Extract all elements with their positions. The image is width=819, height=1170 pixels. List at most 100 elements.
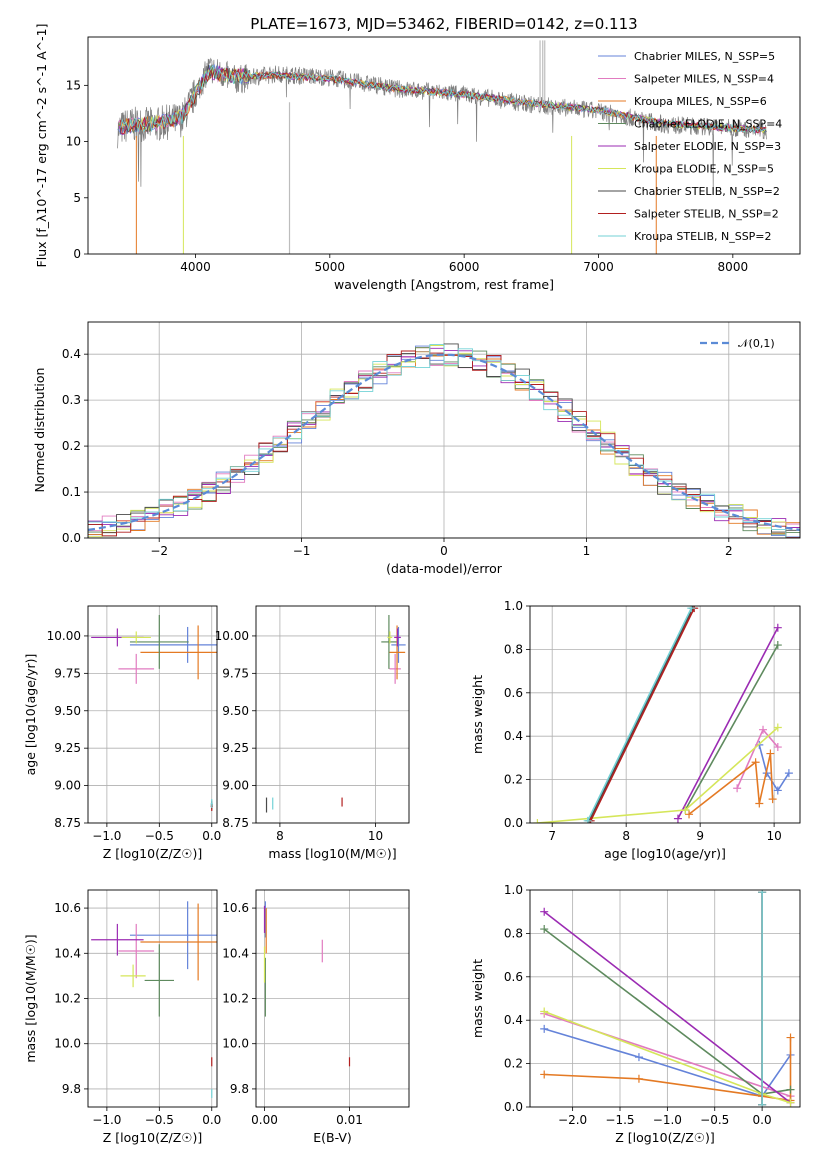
mass-weight-marker <box>685 810 694 819</box>
legend-label: Chabrier ELODIE, N_SSP=4 <box>634 118 782 131</box>
axes-frame <box>87 321 801 539</box>
mass-weight-line <box>588 607 694 822</box>
y-axis-label: Normed distribution <box>32 368 47 493</box>
mass-weight-marker <box>773 743 782 752</box>
mass-weight-marker <box>673 814 682 823</box>
axes-frame <box>529 889 801 1108</box>
mass-weight-marker <box>784 769 793 778</box>
mass-weight-marker <box>681 805 690 814</box>
y-tick-label: 9.8 <box>230 1082 249 1096</box>
mass-weight-line <box>684 644 779 811</box>
axes-frame <box>255 605 410 824</box>
y-axis-label: Flux [f_λ10^-17 erg cm^-2 s^-1 A^-1] <box>34 24 49 268</box>
spectrum-title: PLATE=1673, MJD=53462, FIBERID=0142, z=0… <box>250 15 637 33</box>
panel-2: −1.0 −0.5 0.0 8.75 9.00 9.25 9.50 9.75 10.00 Z [l… <box>23 605 221 861</box>
y-axis-label: mass weight <box>470 675 485 754</box>
plot-area <box>88 606 217 823</box>
x-tick-label: 7 <box>548 829 556 843</box>
y-tick-label: 8.75 <box>222 816 249 830</box>
legend-label: 𝒩(0,1) <box>738 337 775 350</box>
mass-weight-marker <box>751 758 760 767</box>
y-tick-label: 9.25 <box>54 741 81 755</box>
plot-area <box>88 890 217 1107</box>
x-tick-label: 8 <box>622 829 630 843</box>
y-tick-label: 1.0 <box>504 883 523 897</box>
mass-weight-marker <box>759 725 768 734</box>
plot-area <box>256 606 409 823</box>
y-tick-label: 0.2 <box>62 439 81 453</box>
legend-label: Chabrier STELIB, N_SSP=2 <box>634 185 780 198</box>
x-tick-label: 6000 <box>449 260 480 274</box>
plot-area <box>530 890 800 1107</box>
mass-weight-marker <box>773 641 782 650</box>
x-tick-label: 1 <box>583 544 591 558</box>
y-tick-label: 0.4 <box>504 1013 523 1027</box>
y-tick-label: 0.0 <box>504 816 523 830</box>
x-tick-label: −1.0 <box>92 829 121 843</box>
y-tick-label: 0.4 <box>504 729 523 743</box>
y-tick-label: 10.2 <box>54 992 81 1006</box>
mass-weight-marker <box>583 816 592 823</box>
y-tick-label: 1.0 <box>504 599 523 613</box>
axes-frame <box>255 889 410 1108</box>
y-tick-label: 10.2 <box>222 992 249 1006</box>
axes-frame <box>87 36 801 255</box>
x-axis-label: wavelength [Angstrom, rest frame] <box>334 277 554 292</box>
y-tick-label: 10.00 <box>47 629 81 643</box>
x-tick-label: 0.0 <box>202 829 221 843</box>
y-tick-label: 0.2 <box>504 773 523 787</box>
y-tick-label: 0 <box>73 247 81 261</box>
y-tick-label: 0.8 <box>504 926 523 940</box>
x-axis-label: Z [log10(Z/Z☉)] <box>615 1130 715 1145</box>
y-tick-label: 0.2 <box>504 1057 523 1071</box>
mass-weight-marker <box>773 623 782 632</box>
mass-weight-marker <box>786 1098 795 1107</box>
y-tick-label: 9.75 <box>54 666 81 680</box>
y-tick-label: 0.0 <box>504 1100 523 1114</box>
x-axis-label: E(B-V) <box>313 1130 352 1145</box>
y-tick-label: 8.75 <box>54 816 81 830</box>
mass-weight-line <box>677 627 779 820</box>
x-tick-label: 4000 <box>180 260 211 274</box>
panel-5: −1.0 −0.5 0.0 9.8 10.0 10.2 10.4 10.6 Z [log10(Z… <box>23 889 221 1145</box>
y-tick-label: 9.75 <box>222 666 249 680</box>
panel-6: 0.00 0.01 9.8 10.0 10.2 10.4 10.6 E(B-V) <box>222 889 410 1145</box>
x-axis-label: age [log10(age/yr)] <box>604 846 726 861</box>
legend-label: Kroupa STELIB, N_SSP=2 <box>634 230 772 243</box>
y-tick-label: 5 <box>73 191 81 205</box>
y-tick-label: 10.0 <box>54 1037 81 1051</box>
y-tick-label: 0.6 <box>504 970 523 984</box>
x-axis-label: mass [log10(M/M☉)] <box>268 846 396 861</box>
x-tick-label: 10 <box>368 829 383 843</box>
mass-weight-marker <box>540 1024 549 1033</box>
y-axis-label: mass [log10(M/M☉)] <box>23 934 38 1062</box>
mass-weight-marker <box>634 1074 643 1083</box>
x-axis-label: Z [log10(Z/Z☉)] <box>103 1130 203 1145</box>
mass-weight-marker <box>786 1033 795 1042</box>
mass-weight-line <box>543 911 791 1104</box>
x-tick-label: −2 <box>150 544 168 558</box>
plot-area <box>256 890 409 1107</box>
mass-weight-marker <box>533 819 542 823</box>
y-tick-label: 10.0 <box>222 1037 249 1051</box>
legend-label: Kroupa MILES, N_SSP=6 <box>634 95 767 108</box>
y-tick-label: 9.00 <box>222 779 249 793</box>
y-tick-label: 0.6 <box>504 686 523 700</box>
x-tick-label: 5000 <box>315 260 346 274</box>
y-tick-label: 0.4 <box>62 347 81 361</box>
x-tick-label: −1.5 <box>605 1113 634 1127</box>
x-tick-label: −1.0 <box>92 1113 121 1127</box>
legend-label: Salpeter STELIB, N_SSP=2 <box>634 208 779 221</box>
y-tick-label: 10.00 <box>215 629 249 643</box>
y-tick-label: 9.50 <box>222 704 249 718</box>
x-tick-label: 2 <box>725 544 733 558</box>
mass-weight-marker <box>773 786 782 795</box>
panel-0: 4000 5000 6000 7000 8000 0 5 10 15 wavelength [An… <box>34 24 801 292</box>
mass-weight-marker <box>733 784 742 793</box>
x-tick-label: 8 <box>276 829 284 843</box>
y-tick-label: 10.6 <box>54 901 81 915</box>
x-tick-label: 0.00 <box>251 1113 278 1127</box>
x-tick-label: 0 <box>440 544 448 558</box>
mass-weight-marker <box>766 749 775 758</box>
